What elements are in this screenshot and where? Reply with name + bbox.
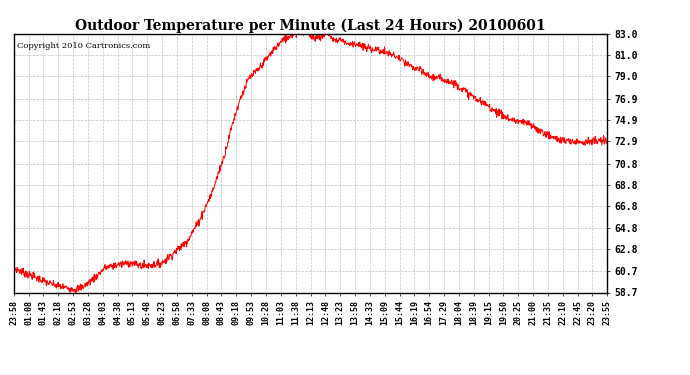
Text: Copyright 2010 Cartronics.com: Copyright 2010 Cartronics.com [17,42,150,50]
Title: Outdoor Temperature per Minute (Last 24 Hours) 20100601: Outdoor Temperature per Minute (Last 24 … [75,18,546,33]
